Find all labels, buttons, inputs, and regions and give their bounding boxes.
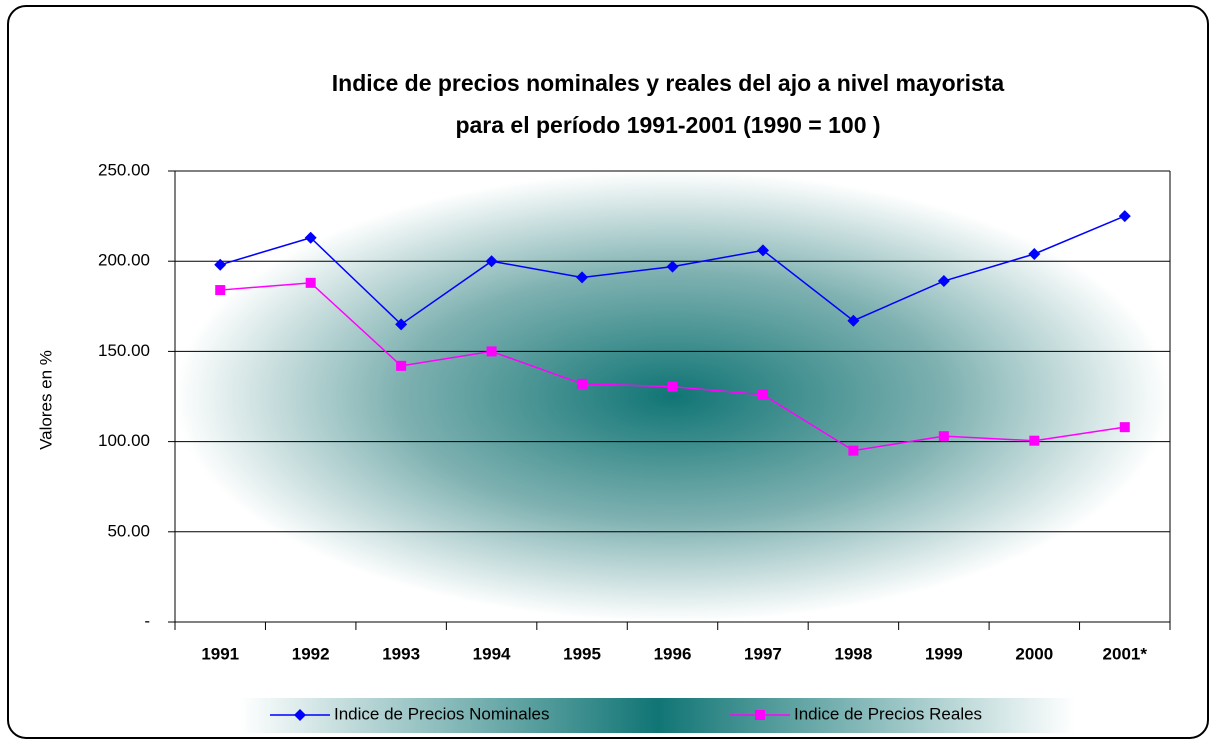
data-point: [1028, 247, 1041, 260]
data-point: [1118, 210, 1131, 223]
y-tick-label: 250.00: [98, 160, 150, 179]
x-tick-label: 2000: [1015, 644, 1053, 663]
data-point: [1029, 435, 1040, 446]
data-point: [486, 346, 497, 357]
legend-marker: [755, 710, 765, 720]
x-tick-label: 1991: [201, 644, 239, 663]
legend: [240, 698, 1075, 733]
chart-title: Indice de precios nominales y reales del…: [332, 70, 1005, 96]
y-tick-label: 200.00: [98, 251, 150, 270]
data-point: [666, 260, 679, 273]
y-tick-label: 50.00: [107, 521, 150, 540]
data-point: [305, 277, 316, 288]
data-point: [756, 244, 769, 257]
legend-label: Indice de Precios Reales: [794, 704, 982, 723]
x-tick-label: 1995: [563, 644, 601, 663]
x-tick-label: 1992: [292, 644, 330, 663]
data-point: [215, 285, 226, 296]
data-point: [395, 318, 408, 331]
x-tick-label: 1998: [834, 644, 872, 663]
y-tick-label: -: [144, 611, 150, 630]
data-point: [214, 258, 227, 271]
x-tick-label: 2001*: [1103, 644, 1148, 663]
x-tick-label: 1993: [382, 644, 420, 663]
x-tick-label: 1994: [473, 644, 511, 663]
data-point: [937, 275, 950, 288]
data-point: [757, 389, 768, 400]
data-point: [576, 271, 589, 284]
y-axis-label: Valores en %: [36, 350, 55, 450]
data-point: [1119, 422, 1130, 433]
data-point: [485, 255, 498, 268]
data-point: [667, 381, 678, 392]
data-point: [577, 378, 588, 389]
y-tick-label: 100.00: [98, 431, 150, 450]
y-tick-label: 150.00: [98, 341, 150, 360]
legend-label: Indice de Precios Nominales: [334, 704, 549, 723]
data-point: [396, 360, 407, 371]
data-point: [938, 431, 949, 442]
data-point: [847, 314, 860, 327]
x-tick-label: 1996: [654, 644, 692, 663]
chart-title: para el período 1991-2001 (1990 = 100 ): [455, 112, 880, 138]
plot-area: [175, 171, 1170, 622]
legend-marker: [294, 709, 306, 721]
x-tick-label: 1999: [925, 644, 963, 663]
data-point: [304, 231, 317, 244]
x-tick-label: 1997: [744, 644, 782, 663]
data-point: [848, 445, 859, 456]
